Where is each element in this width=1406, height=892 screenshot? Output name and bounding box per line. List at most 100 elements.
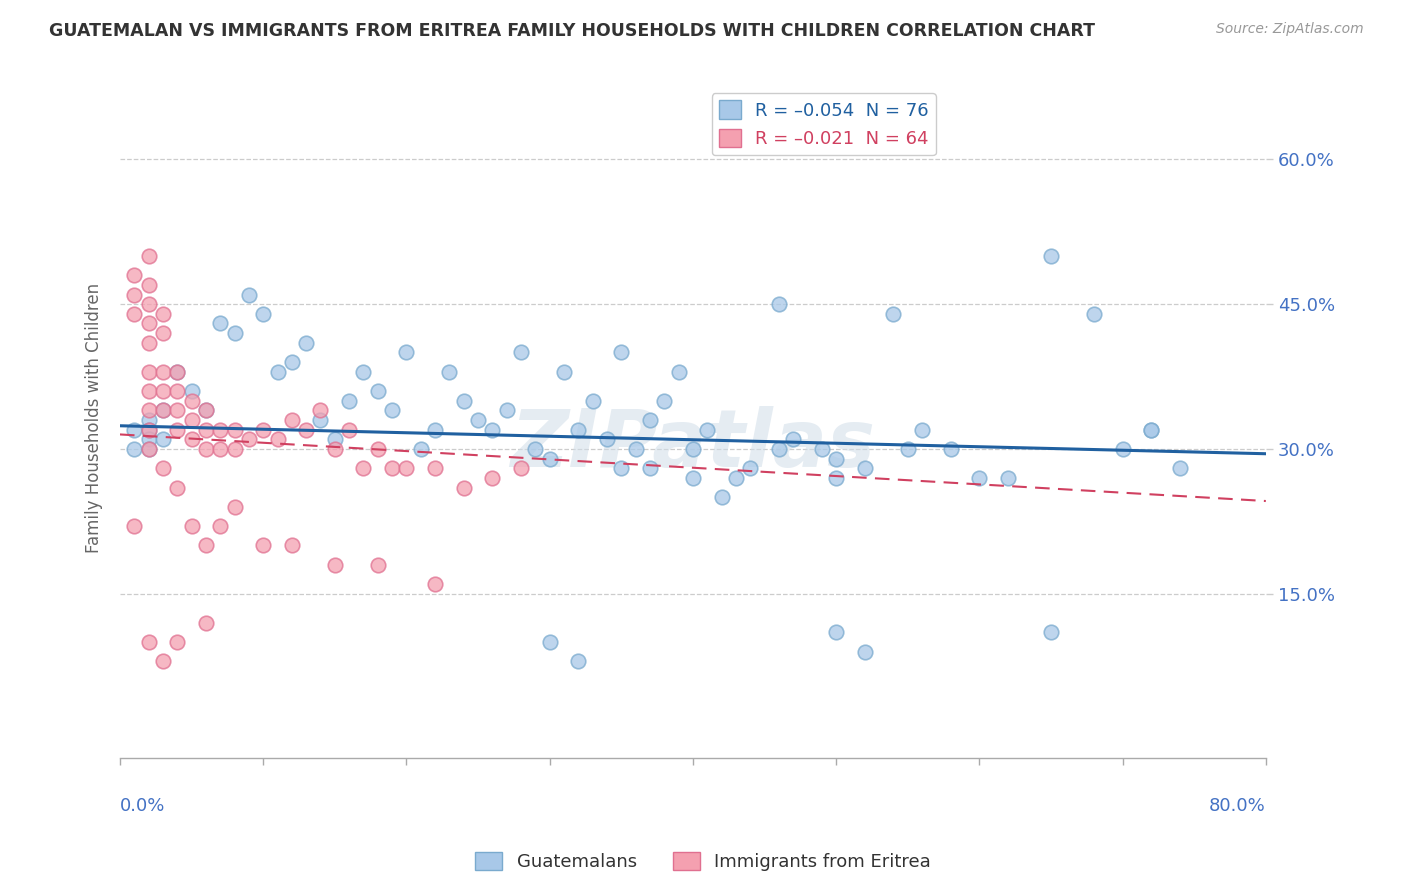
Point xyxy=(768,297,790,311)
Point xyxy=(138,635,160,649)
Point xyxy=(323,558,346,572)
Point xyxy=(281,355,304,369)
Point xyxy=(194,403,217,417)
Point xyxy=(124,307,146,321)
Point xyxy=(882,307,904,321)
Point xyxy=(152,403,174,417)
Point xyxy=(194,442,217,456)
Point xyxy=(124,519,146,533)
Point xyxy=(166,481,188,495)
Point xyxy=(638,461,661,475)
Point xyxy=(124,423,146,437)
Point xyxy=(652,393,675,408)
Point xyxy=(696,423,718,437)
Point xyxy=(453,481,475,495)
Point xyxy=(124,442,146,456)
Point xyxy=(969,471,991,485)
Point xyxy=(524,442,547,456)
Point xyxy=(194,615,217,630)
Point xyxy=(710,490,733,504)
Point xyxy=(423,423,446,437)
Point xyxy=(538,635,561,649)
Point xyxy=(353,365,375,379)
Point xyxy=(1039,625,1062,640)
Point xyxy=(768,442,790,456)
Point xyxy=(423,577,446,591)
Point xyxy=(238,287,260,301)
Point xyxy=(138,277,160,292)
Point xyxy=(309,403,332,417)
Point xyxy=(252,423,274,437)
Point xyxy=(897,442,920,456)
Point xyxy=(911,423,934,437)
Point xyxy=(682,442,704,456)
Point xyxy=(166,635,188,649)
Point xyxy=(138,413,160,427)
Text: Source: ZipAtlas.com: Source: ZipAtlas.com xyxy=(1216,22,1364,37)
Point xyxy=(238,432,260,446)
Point xyxy=(209,442,232,456)
Point xyxy=(194,538,217,552)
Point xyxy=(252,307,274,321)
Y-axis label: Family Households with Children: Family Households with Children xyxy=(86,283,103,553)
Point xyxy=(395,345,418,359)
Point xyxy=(381,403,404,417)
Point xyxy=(1140,423,1163,437)
Point xyxy=(138,335,160,350)
Point xyxy=(124,287,146,301)
Point xyxy=(166,384,188,398)
Point xyxy=(281,413,304,427)
Point xyxy=(553,365,575,379)
Point xyxy=(209,317,232,331)
Point xyxy=(1168,461,1191,475)
Point xyxy=(481,423,503,437)
Point xyxy=(295,423,318,437)
Point xyxy=(152,654,174,668)
Text: ZIPatlas: ZIPatlas xyxy=(510,406,876,483)
Point xyxy=(180,393,202,408)
Point xyxy=(295,335,318,350)
Point xyxy=(610,461,633,475)
Point xyxy=(138,384,160,398)
Text: 80.0%: 80.0% xyxy=(1209,797,1265,814)
Point xyxy=(367,558,389,572)
Point xyxy=(166,423,188,437)
Point xyxy=(138,423,160,437)
Point xyxy=(224,326,246,340)
Point xyxy=(309,413,332,427)
Point xyxy=(1111,442,1133,456)
Point xyxy=(825,471,848,485)
Point xyxy=(495,403,517,417)
Point xyxy=(582,393,605,408)
Point xyxy=(323,442,346,456)
Point xyxy=(138,432,160,446)
Point xyxy=(224,442,246,456)
Point xyxy=(152,461,174,475)
Point xyxy=(567,423,589,437)
Point xyxy=(453,393,475,408)
Point xyxy=(166,365,188,379)
Text: 0.0%: 0.0% xyxy=(120,797,166,814)
Point xyxy=(353,461,375,475)
Point xyxy=(610,345,633,359)
Point xyxy=(224,500,246,514)
Point xyxy=(740,461,762,475)
Point xyxy=(782,432,804,446)
Point xyxy=(682,471,704,485)
Point xyxy=(1140,423,1163,437)
Text: GUATEMALAN VS IMMIGRANTS FROM ERITREA FAMILY HOUSEHOLDS WITH CHILDREN CORRELATIO: GUATEMALAN VS IMMIGRANTS FROM ERITREA FA… xyxy=(49,22,1095,40)
Point xyxy=(152,432,174,446)
Point xyxy=(138,249,160,263)
Legend: R = –0.054  N = 76, R = –0.021  N = 64: R = –0.054 N = 76, R = –0.021 N = 64 xyxy=(711,94,936,155)
Point xyxy=(281,538,304,552)
Point xyxy=(997,471,1019,485)
Point xyxy=(209,423,232,437)
Point xyxy=(180,413,202,427)
Point xyxy=(596,432,619,446)
Point xyxy=(638,413,661,427)
Point xyxy=(825,451,848,466)
Point xyxy=(180,384,202,398)
Point xyxy=(138,365,160,379)
Point xyxy=(166,403,188,417)
Point xyxy=(853,644,876,658)
